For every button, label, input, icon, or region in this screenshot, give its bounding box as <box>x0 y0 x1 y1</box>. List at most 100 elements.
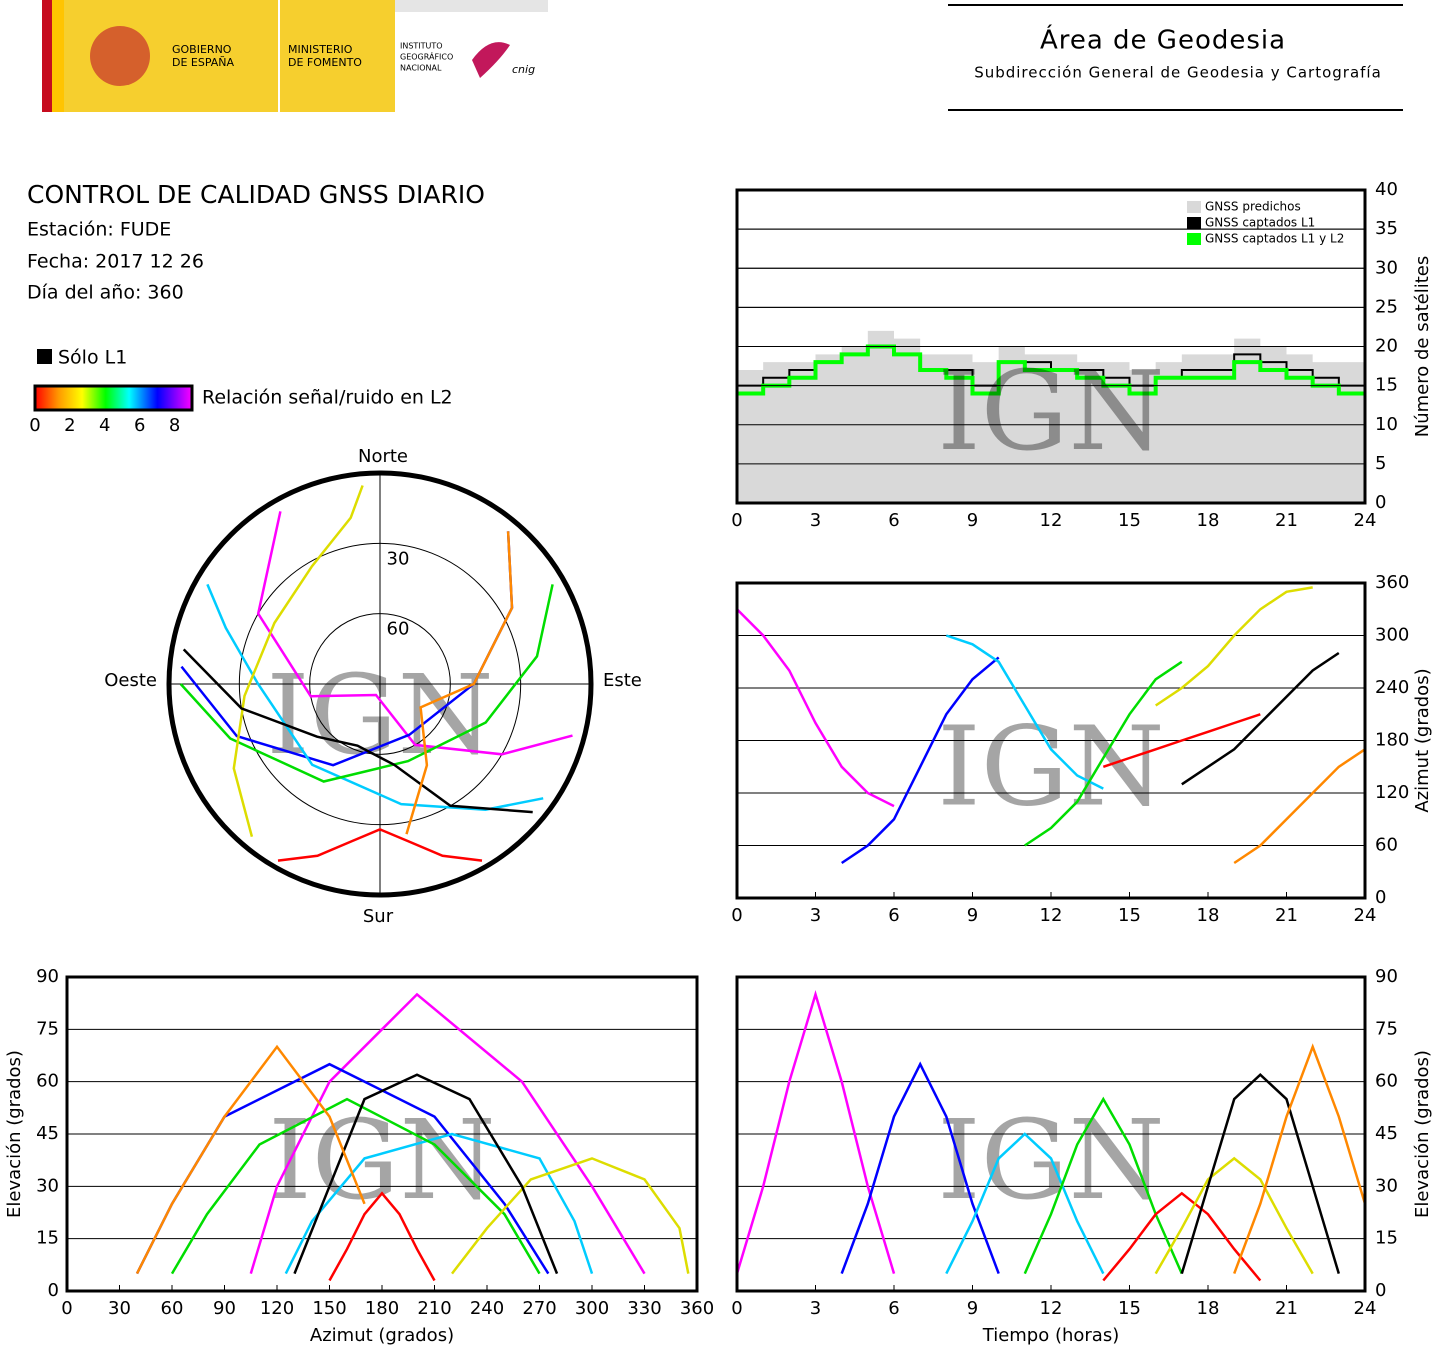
x-tick-label: 60 <box>161 1298 184 1319</box>
cnig-text: cnig <box>512 63 535 76</box>
y-tick-label: 60 <box>1375 835 1398 856</box>
y-axis-label: Número de satélites <box>1412 256 1433 438</box>
snr-tick-label: 8 <box>169 415 180 436</box>
y-tick-label: 45 <box>1375 1123 1398 1144</box>
flag-yellow <box>52 0 64 112</box>
snr-tick-label: 2 <box>64 415 75 436</box>
snr-tick-label: 4 <box>99 415 110 436</box>
ign-text: INSTITUTO <box>400 42 443 51</box>
ring-label: 30 <box>387 548 410 569</box>
x-tick-label: 180 <box>365 1298 399 1319</box>
x-tick-label: 30 <box>108 1298 131 1319</box>
ministry-text: MINISTERIO <box>288 43 353 56</box>
direction-label: Oeste <box>104 670 157 691</box>
sat-track <box>170 1097 541 1275</box>
y-tick-label: 15 <box>1375 1228 1398 1249</box>
x-axis-label: Tiempo (horas) <box>982 1325 1120 1346</box>
x-tick-label: 18 <box>1197 905 1220 926</box>
y-tick-label: 30 <box>36 1175 59 1196</box>
x-tick-label: 150 <box>312 1298 346 1319</box>
x-axis-label: Azimut (grados) <box>310 1325 454 1346</box>
legend-label: GNSS captados L1 <box>1205 216 1315 230</box>
x-tick-label: 12 <box>1040 510 1063 531</box>
y-tick-label: 75 <box>36 1018 59 1039</box>
l1-swatch <box>37 349 52 364</box>
sat-track <box>735 990 896 1274</box>
y-tick-label: 0 <box>48 1280 59 1301</box>
sat-track <box>945 634 1104 790</box>
area-title: Área de Geodesia <box>1040 24 1286 56</box>
sat-track <box>135 1044 366 1275</box>
x-tick-label: 9 <box>967 510 978 531</box>
x-tick-label: 15 <box>1118 1298 1141 1319</box>
sky-track <box>277 828 483 862</box>
x-tick-label: 18 <box>1197 1298 1220 1319</box>
snr-tick-label: 0 <box>29 415 40 436</box>
plot-frame <box>735 188 1367 505</box>
report-title: CONTROL DE CALIDAD GNSS DIARIO <box>27 180 485 209</box>
ring-label: 60 <box>387 619 410 640</box>
y-tick-label: 60 <box>1375 1071 1398 1092</box>
legend-swatch <box>1187 233 1201 245</box>
y-tick-label: 35 <box>1375 218 1398 239</box>
y-axis-label: Elevación (grados) <box>4 1050 25 1218</box>
y-tick-label: 75 <box>1375 1018 1398 1039</box>
legend-label: GNSS captados L1 y L2 <box>1205 232 1344 246</box>
sky-track <box>182 648 533 814</box>
y-tick-label: 10 <box>1375 414 1398 435</box>
sat-track <box>328 1191 436 1282</box>
sat-track <box>1102 1191 1262 1282</box>
day-of-year: Día del año: 360 <box>27 282 184 304</box>
snr-tick-label: 6 <box>134 415 145 436</box>
sat-track <box>945 1132 1105 1275</box>
y-tick-label: 40 <box>1375 179 1398 200</box>
sat-track <box>1155 586 1313 707</box>
ign-text: GEOGRÁFICO <box>400 51 453 62</box>
x-tick-label: 210 <box>417 1298 451 1319</box>
x-tick-label: 3 <box>810 510 821 531</box>
direction-label: Este <box>603 670 642 691</box>
sat-track <box>284 1132 594 1275</box>
legend-label: GNSS predichos <box>1205 200 1301 214</box>
y-tick-label: 120 <box>1375 782 1409 803</box>
direction-label: Norte <box>358 446 408 467</box>
y-tick-label: 5 <box>1375 453 1386 474</box>
cnig-logo <box>472 42 510 78</box>
legend-swatch <box>1187 201 1201 213</box>
x-tick-label: 300 <box>575 1298 609 1319</box>
y-axis-label: Elevación (grados) <box>1412 1050 1433 1218</box>
y-tick-label: 90 <box>36 966 59 987</box>
sat-track <box>451 1157 690 1275</box>
flag-red <box>42 0 52 112</box>
x-tick-label: 3 <box>810 1298 821 1319</box>
plot-frame <box>735 975 1367 1293</box>
legend-swatch <box>1187 217 1201 229</box>
sat-track <box>736 608 895 808</box>
watermark: IGN <box>937 347 1165 475</box>
gov-text: DE ESPAÑA <box>172 56 235 69</box>
x-tick-label: 3 <box>810 905 821 926</box>
ign-text: NACIONAL <box>400 64 442 73</box>
ign-bar <box>395 0 548 12</box>
y-tick-label: 0 <box>1375 1280 1386 1301</box>
y-tick-label: 30 <box>1375 1175 1398 1196</box>
y-tick-label: 20 <box>1375 336 1398 357</box>
sat-track <box>1233 1043 1367 1275</box>
area-subtitle: Subdirección General de Geodesia y Carto… <box>974 64 1382 82</box>
snr-label: Relación señal/ruido en L2 <box>202 387 453 409</box>
y-tick-label: 15 <box>36 1228 59 1249</box>
x-tick-label: 18 <box>1197 510 1220 531</box>
sat-track <box>1233 748 1366 865</box>
horizon <box>166 470 594 898</box>
sky-track <box>405 531 514 835</box>
count-line <box>737 344 1365 396</box>
sat-track <box>1024 660 1183 847</box>
x-tick-label: 0 <box>731 510 742 531</box>
sat-track <box>249 992 646 1275</box>
station: Estación: FUDE <box>27 219 171 241</box>
gov-text: GOBIERNO <box>172 43 232 56</box>
x-tick-label: 12 <box>1040 905 1063 926</box>
panel-divider <box>278 0 280 112</box>
